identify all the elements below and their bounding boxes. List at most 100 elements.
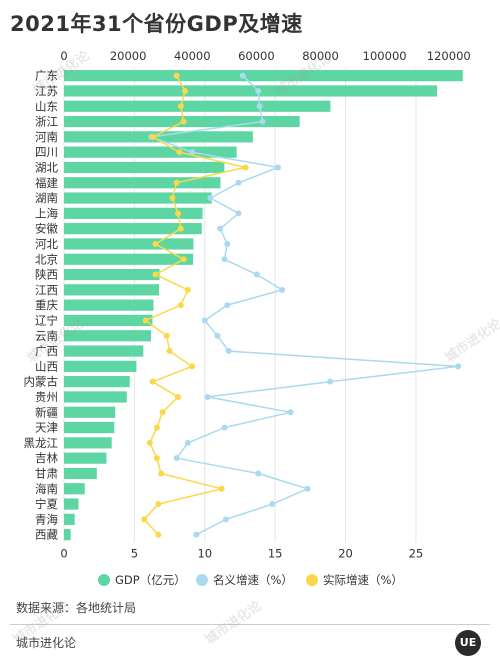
real-growth-line	[143, 75, 247, 536]
nominal-growth-point	[259, 118, 266, 125]
real-growth-point	[184, 286, 191, 293]
real-growth-point	[155, 531, 162, 538]
province-label: 安徽	[35, 222, 58, 236]
real-growth-point	[175, 393, 182, 400]
bottom-tick-label: 0	[60, 546, 67, 560]
gdp-bar	[64, 131, 253, 143]
nominal-growth-point	[255, 87, 262, 94]
nominal-growth-point	[256, 103, 263, 110]
legend: GDP（亿元） 名义增速（%） 实际增速（%）	[0, 572, 500, 590]
real-growth-point	[180, 256, 187, 263]
gdp-bar	[64, 345, 144, 357]
gdp-bar	[64, 223, 202, 235]
nominal-growth-point	[225, 348, 232, 355]
top-axis-ticks: 0 20000 40000 60000 80000 100000 120000	[60, 49, 470, 63]
gdp-bar	[64, 437, 112, 449]
gdp-bar	[64, 177, 221, 189]
data-source: 数据来源：各地统计局	[16, 601, 137, 615]
nominal-growth-point	[221, 256, 228, 263]
real-growth-point	[180, 118, 187, 125]
nominal-growth-point	[217, 225, 224, 232]
province-label: 西藏	[35, 528, 58, 542]
gdp-bar	[64, 299, 154, 311]
province-label: 海南	[35, 482, 58, 496]
province-label: 四川	[35, 145, 58, 159]
nominal-growth-point	[287, 409, 294, 416]
province-label: 陕西	[35, 268, 58, 282]
nominal-growth-point	[235, 179, 242, 186]
footer-divider	[10, 624, 490, 625]
gdp-bar	[64, 284, 159, 296]
nominal-growth-point	[184, 439, 191, 446]
gdp-bar	[64, 268, 160, 281]
gdp-bar	[64, 421, 115, 434]
nominal-growth-line	[150, 75, 459, 536]
province-label: 宁夏	[35, 497, 58, 511]
province-label: 天津	[35, 421, 58, 435]
real-growth-point	[149, 378, 156, 385]
gdp-bar	[64, 498, 79, 510]
legend-swatch-gdp	[98, 574, 110, 586]
province-label: 黑龙江	[24, 436, 59, 450]
legend-item-real: 实际增速（%）	[306, 572, 403, 588]
real-growth-point	[153, 455, 160, 462]
real-growth-point	[242, 164, 249, 171]
bottom-axis-ticks: 0 5 10 15 20 25	[60, 546, 423, 560]
province-label: 北京	[35, 252, 58, 266]
gdp-bar	[64, 207, 203, 219]
nominal-growth-point	[222, 516, 229, 523]
nominal-growth-point	[201, 317, 208, 324]
province-label: 山西	[35, 359, 58, 373]
top-tick-label: 0	[60, 49, 67, 63]
gdp-bar	[64, 406, 116, 418]
nominal-growth-point	[173, 455, 180, 462]
legend-item-gdp: GDP（亿元）	[98, 572, 186, 588]
real-growth-point	[153, 424, 160, 431]
brand-logo: UE	[455, 630, 481, 656]
gdp-bar	[64, 529, 71, 541]
gdp-bar	[64, 161, 225, 174]
bottom-tick-label: 10	[197, 546, 212, 560]
legend-item-nominal: 名义增速（%）	[196, 572, 293, 588]
gdp-bar	[64, 483, 85, 495]
gdp-bar	[64, 513, 75, 525]
gdp-bar	[64, 85, 438, 97]
top-tick-label: 40000	[174, 49, 211, 63]
bottom-tick-label: 20	[338, 546, 353, 560]
nominal-growth-point	[224, 240, 231, 247]
real-growth-point	[149, 133, 156, 140]
nominal-growth-point	[221, 424, 228, 431]
gdp-bars	[64, 70, 463, 541]
top-tick-label: 20000	[110, 49, 147, 63]
gdp-bar	[64, 146, 237, 158]
top-tick-label: 120000	[427, 49, 471, 63]
real-growth-point	[182, 87, 189, 94]
real-growth-point	[169, 195, 176, 202]
real-growth-point	[173, 72, 180, 79]
nominal-growth-series	[148, 72, 462, 538]
province-label: 河北	[35, 237, 58, 251]
province-label: 新疆	[35, 405, 58, 419]
province-label: 湖北	[35, 160, 58, 174]
province-label: 内蒙古	[24, 375, 59, 389]
gdp-bar	[64, 391, 127, 403]
real-growth-point	[166, 348, 173, 355]
real-growth-point	[177, 225, 184, 232]
province-label: 湖南	[35, 191, 58, 205]
nominal-growth-point	[279, 286, 286, 293]
nominal-growth-point	[455, 363, 462, 370]
nominal-growth-point	[253, 271, 260, 278]
real-growth-point	[163, 332, 170, 339]
top-tick-label: 80000	[302, 49, 339, 63]
real-growth-point	[175, 210, 182, 217]
bottom-tick-label: 25	[409, 546, 424, 560]
gdp-bar	[64, 238, 194, 250]
province-label: 辽宁	[35, 313, 58, 327]
real-growth-point	[189, 363, 196, 370]
gdp-bar	[64, 70, 463, 82]
nominal-growth-point	[255, 470, 262, 477]
nominal-growth-point	[224, 302, 231, 309]
province-label: 吉林	[35, 451, 58, 465]
bottom-tick-label: 5	[131, 546, 138, 560]
